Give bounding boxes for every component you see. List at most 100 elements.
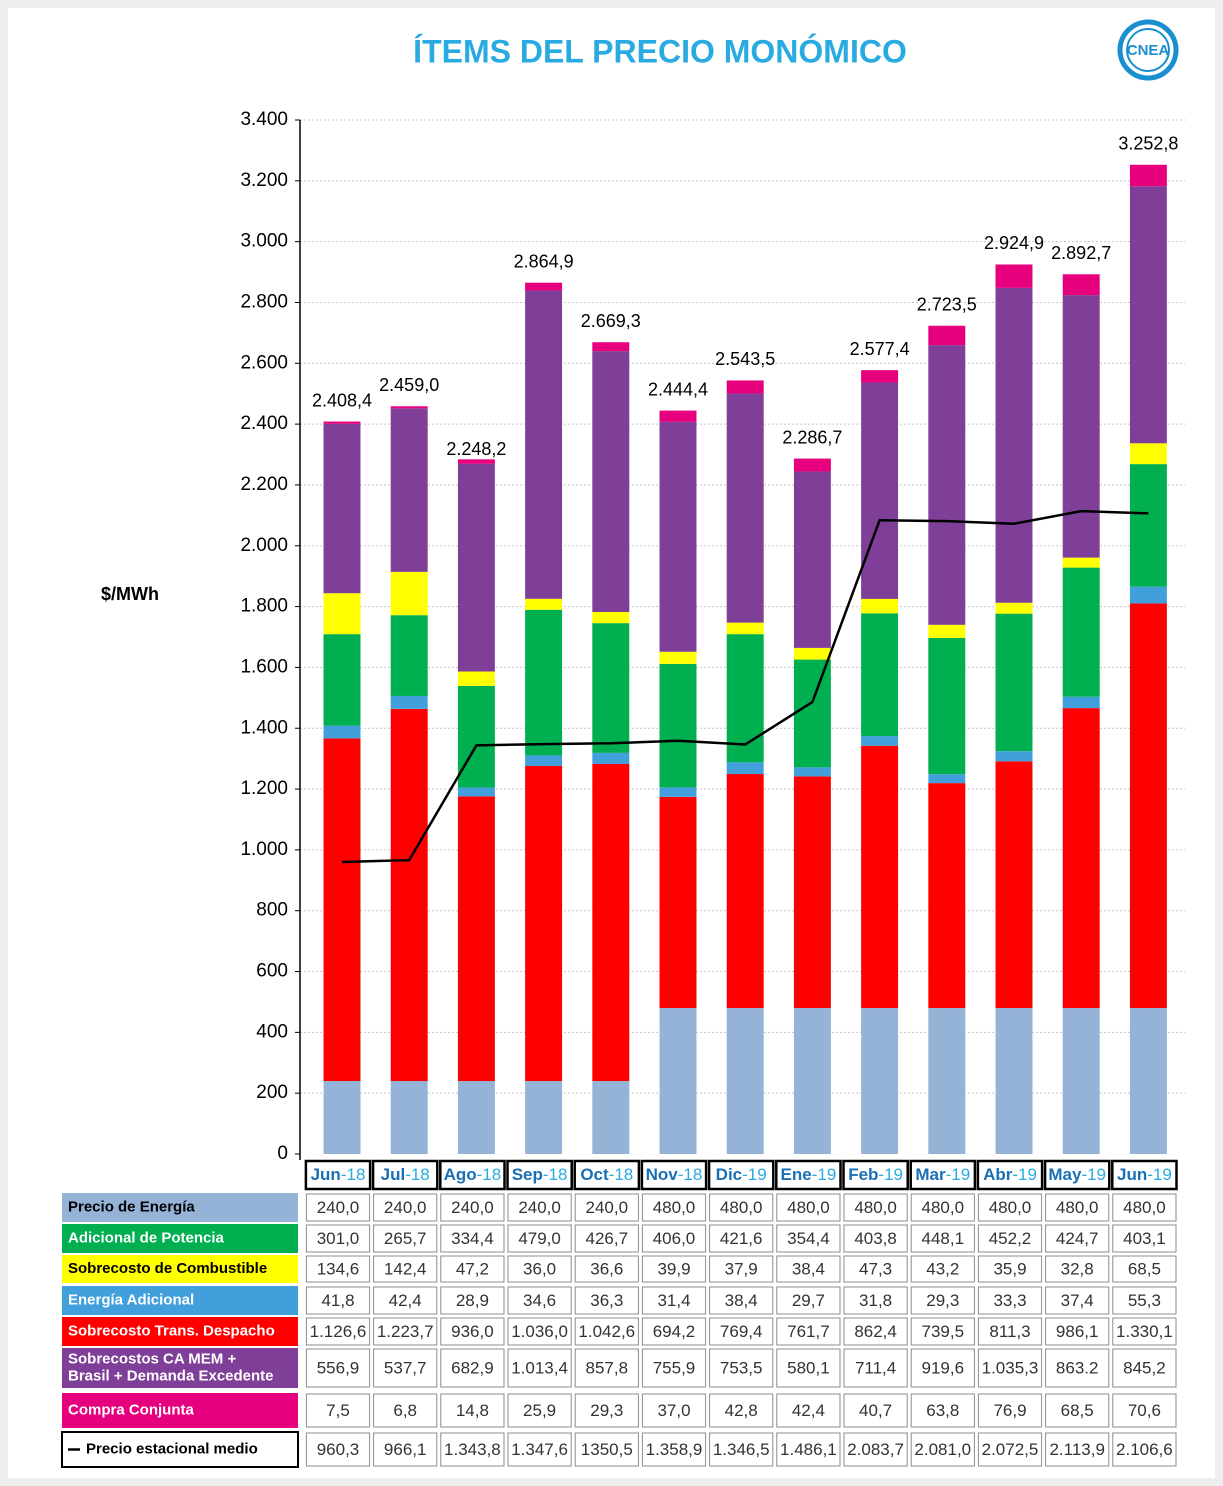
category-year: -19 <box>1081 1165 1106 1184</box>
bar-segment <box>1062 295 1100 558</box>
table-value: 34,6 <box>523 1291 556 1310</box>
table-value: 40,7 <box>859 1401 892 1420</box>
legend-cell <box>62 1224 298 1253</box>
table-value: 37,4 <box>1061 1291 1094 1310</box>
table-value: 1.042,6 <box>578 1322 635 1341</box>
bar-segment <box>928 325 966 346</box>
y-tick-label: 2.800 <box>240 291 288 312</box>
y-tick-label: 0 <box>277 1143 288 1164</box>
value-cell <box>776 1193 841 1222</box>
bar-segment <box>592 752 630 764</box>
line-series <box>341 509 1149 864</box>
table-value: 480,0 <box>653 1198 696 1217</box>
value-cell <box>641 1255 707 1283</box>
value-cell <box>709 1255 774 1283</box>
table-value: 240,0 <box>586 1198 629 1217</box>
bar-segment <box>995 264 1033 288</box>
bar-segment <box>726 380 764 394</box>
value-cell <box>1045 1193 1110 1222</box>
value-cell <box>776 1224 841 1253</box>
value-cell <box>1112 1286 1177 1315</box>
value-cell <box>709 1432 774 1467</box>
bar-segment <box>726 393 764 623</box>
value-cell <box>910 1224 975 1253</box>
value-cell <box>709 1224 774 1253</box>
category-cell <box>976 1159 1044 1191</box>
bar-segment <box>525 765 563 1082</box>
legend-label: Compra Conjunta <box>68 1401 194 1418</box>
bar-segment <box>525 282 563 291</box>
bar-segment <box>457 671 495 686</box>
value-cell <box>1045 1317 1110 1346</box>
value-cell <box>305 1255 371 1283</box>
value-cell <box>1045 1255 1110 1283</box>
bar-segment <box>390 408 428 572</box>
bar-segment <box>726 774 764 1009</box>
category-cell <box>1111 1159 1178 1191</box>
value-cell <box>507 1393 572 1428</box>
table-value: 47,2 <box>456 1259 489 1278</box>
table-value: 2.081,0 <box>914 1440 971 1459</box>
table-value: 39,9 <box>657 1259 690 1278</box>
value-cell <box>910 1432 975 1467</box>
legend-cell <box>62 1393 298 1428</box>
bar-segment <box>861 745 899 1009</box>
value-cell <box>574 1393 639 1428</box>
bar-segment <box>592 1081 630 1154</box>
table-value: 240,0 <box>518 1198 561 1217</box>
value-cell <box>574 1224 639 1253</box>
bar-segment <box>1129 164 1167 187</box>
bar-segment <box>995 1008 1033 1154</box>
bar-segment <box>323 423 361 594</box>
category-month: Jul <box>381 1165 406 1184</box>
value-cell <box>507 1432 572 1467</box>
value-cell <box>843 1193 908 1222</box>
table-value: 37,9 <box>725 1259 758 1278</box>
value-cell <box>574 1348 639 1388</box>
table-value: 36,0 <box>523 1259 556 1278</box>
category-cell <box>1043 1159 1111 1191</box>
value-cell <box>1112 1224 1177 1253</box>
x-tick-label: Feb-19 <box>848 1165 903 1184</box>
table-value: 6,8 <box>393 1401 417 1420</box>
table-value: 863.2 <box>1056 1358 1099 1377</box>
bar-segment <box>928 624 966 638</box>
value-cell <box>1112 1348 1177 1388</box>
bar-segment <box>928 774 966 784</box>
x-tick-label: Nov-18 <box>646 1165 703 1184</box>
table-value: 755,9 <box>653 1358 696 1377</box>
table-value: 1.486,1 <box>780 1440 837 1459</box>
bar-segment <box>659 663 697 788</box>
table-value: 1.343,8 <box>444 1440 501 1459</box>
table-value: 403,8 <box>854 1229 897 1248</box>
bar-segment <box>457 796 495 1082</box>
table-value: 42,8 <box>725 1401 758 1420</box>
legend-cell <box>62 1317 298 1346</box>
table-value: 537,7 <box>384 1358 427 1377</box>
total-label: 2.924,9 <box>984 233 1044 253</box>
value-cell <box>574 1255 639 1283</box>
total-label: 2.577,4 <box>850 339 910 359</box>
value-cell <box>507 1193 572 1222</box>
bar-segment <box>1062 1008 1100 1154</box>
table-value: 1.223,7 <box>377 1322 434 1341</box>
y-tick-label: 3.000 <box>240 231 288 252</box>
table-value: 29,3 <box>926 1291 959 1310</box>
table-value: 480,0 <box>922 1198 965 1217</box>
category-year: -18 <box>543 1165 568 1184</box>
bar-segment <box>659 421 697 652</box>
bar-segment <box>323 634 361 726</box>
bar-segment <box>995 751 1033 762</box>
bar-segment <box>726 634 764 763</box>
value-cell <box>641 1393 707 1428</box>
table-value: 1350,5 <box>581 1440 633 1459</box>
value-cell <box>910 1317 975 1346</box>
y-tick-label: 1.800 <box>240 596 288 617</box>
table-value: 76,9 <box>993 1401 1026 1420</box>
x-tick-label: Abr-19 <box>983 1165 1037 1184</box>
bar-segment <box>525 609 563 756</box>
value-cell <box>910 1348 975 1388</box>
value-cell <box>641 1432 707 1467</box>
value-cell <box>1045 1393 1110 1428</box>
